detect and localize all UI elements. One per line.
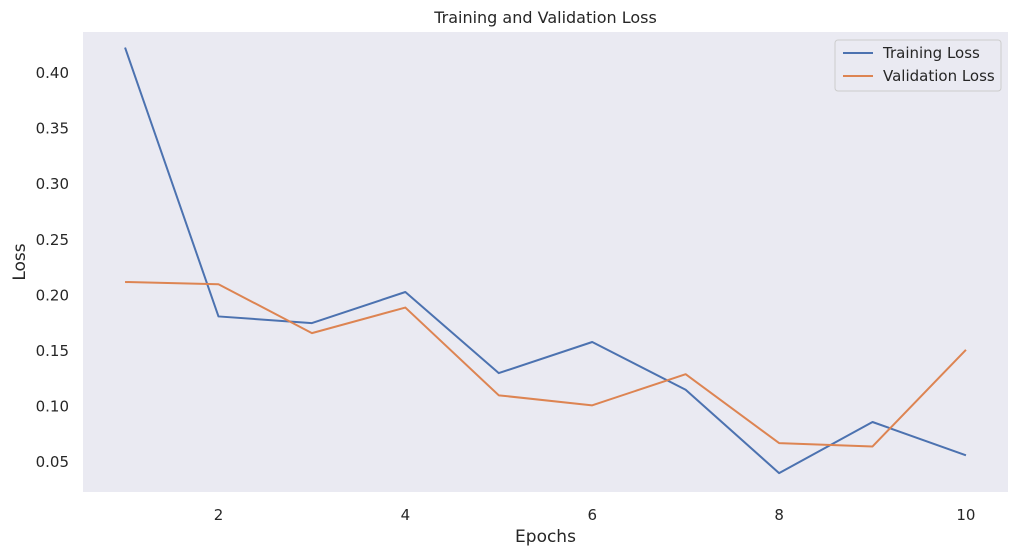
legend: Training Loss Validation Loss (834, 39, 1002, 92)
chart-title: Training and Validation Loss (433, 8, 657, 27)
legend-box (834, 39, 1002, 92)
x-tick-label: 4 (401, 506, 411, 524)
legend-label-validation-loss: Validation Loss (883, 67, 995, 85)
x-tick-label: 2 (214, 506, 224, 524)
series-line-training-loss (124, 47, 967, 475)
y-tick-label: 0.20 (36, 286, 69, 304)
y-tick-label: 0.40 (36, 64, 69, 82)
x-tick-labels: 2 4 6 8 10 (214, 506, 976, 524)
series-lines (124, 47, 967, 475)
y-tick-label: 0.15 (36, 342, 69, 360)
y-axis-label: Loss (10, 243, 30, 280)
x-axis-label: Epochs (515, 527, 576, 547)
y-tick-label: 0.10 (36, 397, 69, 415)
y-tick-label: 0.30 (36, 175, 69, 193)
x-tick-label: 6 (587, 506, 597, 524)
y-tick-label: 0.25 (36, 231, 69, 249)
y-tick-labels: 0.05 0.10 0.15 0.20 0.25 0.30 0.35 0.40 (36, 64, 69, 471)
x-tick-label: 10 (956, 506, 975, 524)
plot-area (83, 32, 1008, 492)
series-line-validation-loss (125, 281, 967, 448)
legend-label-training-loss: Training Loss (882, 44, 980, 62)
y-tick-label: 0.05 (36, 453, 69, 471)
y-tick-label: 0.35 (36, 120, 69, 138)
x-tick-label: 8 (774, 506, 784, 524)
